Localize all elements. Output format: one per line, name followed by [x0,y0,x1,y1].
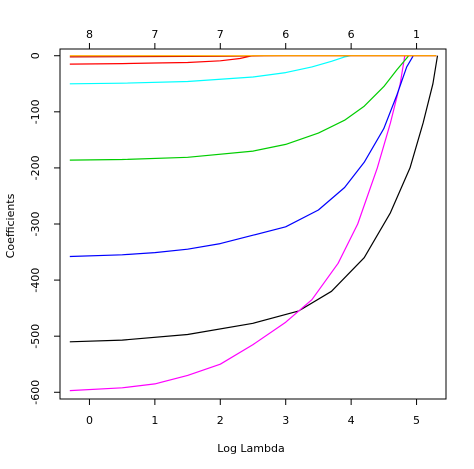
y-tick-label: -500 [29,324,42,349]
y-tick-label: 0 [29,52,42,59]
coefficient-path-5 [69,55,352,85]
top-tick-label: 8 [86,28,93,41]
top-tick-label: 7 [151,28,158,41]
coefficient-path-2 [69,55,406,392]
series-layer [69,55,439,392]
top-tick-label: 1 [413,28,420,41]
top-tick-label: 6 [282,28,289,41]
coefficient-path-3 [69,55,414,258]
y-axis-title: Coefficients [4,193,17,258]
y-tick-label: -200 [29,155,42,180]
x-tick-label: 4 [348,414,355,427]
y-tick-label: -400 [29,268,42,293]
y-axis-left: 0 -100 -200 -300 -400 -500 -600 [29,52,61,405]
x-axis-top: 8 7 7 6 6 1 [86,28,420,50]
x-tick-label: 5 [413,414,420,427]
y-tick-label: -300 [29,212,42,237]
x-tick-label: 0 [86,414,93,427]
y-tick-label: -100 [29,99,42,124]
plot-border [59,48,447,400]
x-tick-label: 2 [217,414,224,427]
top-tick-label: 7 [217,28,224,41]
x-tick-label: 1 [151,414,158,427]
x-axis-title: Log Lambda [217,442,284,455]
x-axis-bottom: 0 1 2 3 4 5 [86,398,420,427]
y-tick-label: -600 [29,380,42,405]
coefficient-path-4 [69,55,410,161]
top-tick-label: 6 [348,28,355,41]
x-tick-label: 3 [282,414,289,427]
coefficient-path-1 [69,55,439,343]
